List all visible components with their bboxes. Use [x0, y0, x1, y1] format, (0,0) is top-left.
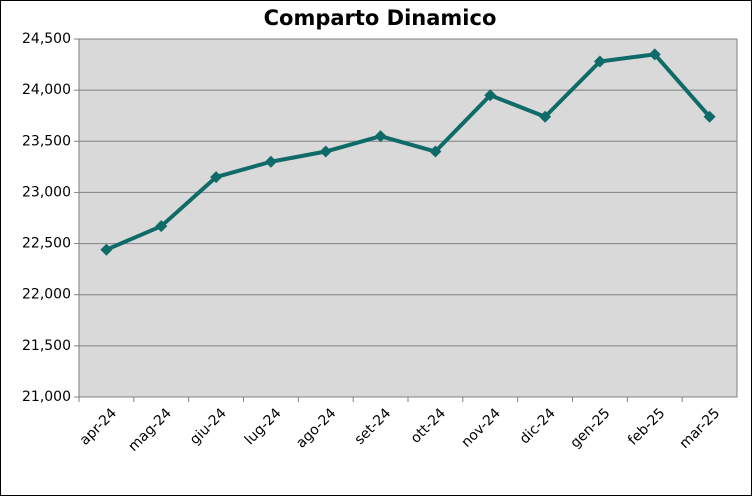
- y-tick-label: 21,500: [22, 338, 71, 354]
- y-tick-label: 24,500: [22, 31, 71, 47]
- y-tick-label: 22,000: [22, 287, 71, 303]
- marker: [264, 155, 277, 168]
- marker: [593, 55, 606, 68]
- marker: [374, 130, 387, 143]
- marker: [155, 220, 168, 233]
- marker: [703, 110, 716, 123]
- marker: [648, 48, 661, 61]
- marker: [429, 145, 442, 158]
- y-tick-label: 24,000: [22, 82, 71, 98]
- y-tick-label: 22,500: [22, 236, 71, 252]
- chart-title: Comparto Dinamico: [264, 6, 497, 30]
- plot-area: [78, 38, 738, 398]
- y-tick-label: 23,000: [22, 184, 71, 200]
- marker: [484, 89, 497, 102]
- line: [105, 52, 712, 252]
- marker: [539, 110, 552, 123]
- marker: [100, 243, 113, 256]
- marker: [319, 145, 332, 158]
- y-tick-label: 23,500: [22, 133, 71, 149]
- y-tick-label: 21,000: [22, 389, 71, 405]
- marker: [210, 171, 223, 184]
